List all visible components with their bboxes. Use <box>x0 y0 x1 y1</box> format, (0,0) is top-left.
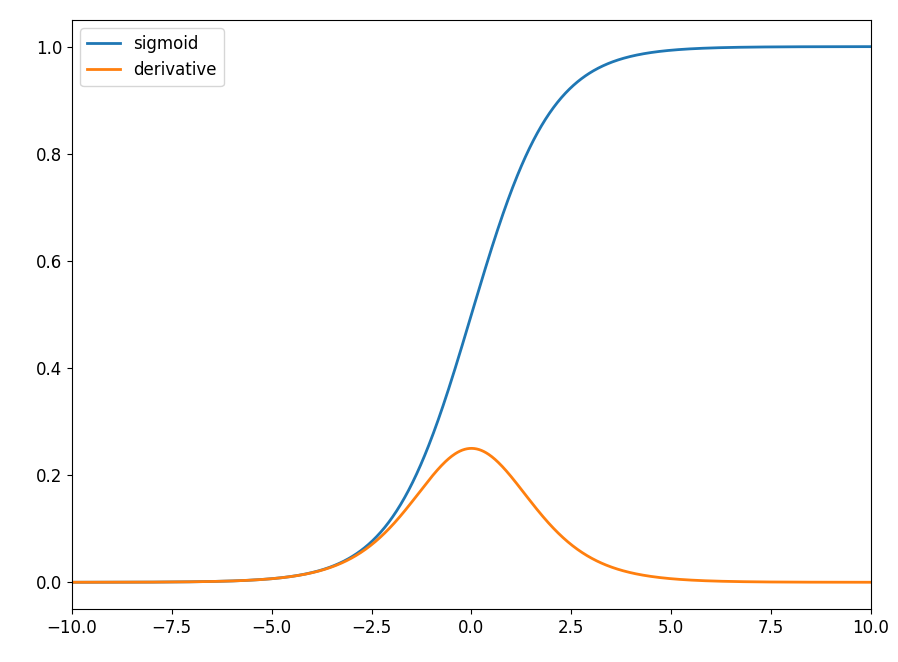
derivative <box>616 566 627 574</box>
sigmoid <box>390 509 401 517</box>
Legend: sigmoid, derivative: sigmoid, derivative <box>80 28 224 86</box>
derivative <box>466 444 477 452</box>
sigmoid <box>690 44 700 52</box>
sigmoid <box>866 42 876 50</box>
sigmoid <box>418 453 429 461</box>
derivative <box>705 577 716 585</box>
sigmoid <box>615 55 626 63</box>
sigmoid <box>66 579 77 587</box>
derivative <box>148 578 159 586</box>
derivative <box>691 577 701 585</box>
Line: sigmoid: sigmoid <box>72 46 871 583</box>
derivative <box>66 579 77 587</box>
sigmoid <box>148 578 159 586</box>
sigmoid <box>704 44 715 52</box>
Line: derivative: derivative <box>72 448 871 583</box>
derivative <box>418 483 429 491</box>
derivative <box>390 518 401 526</box>
derivative <box>866 579 876 587</box>
